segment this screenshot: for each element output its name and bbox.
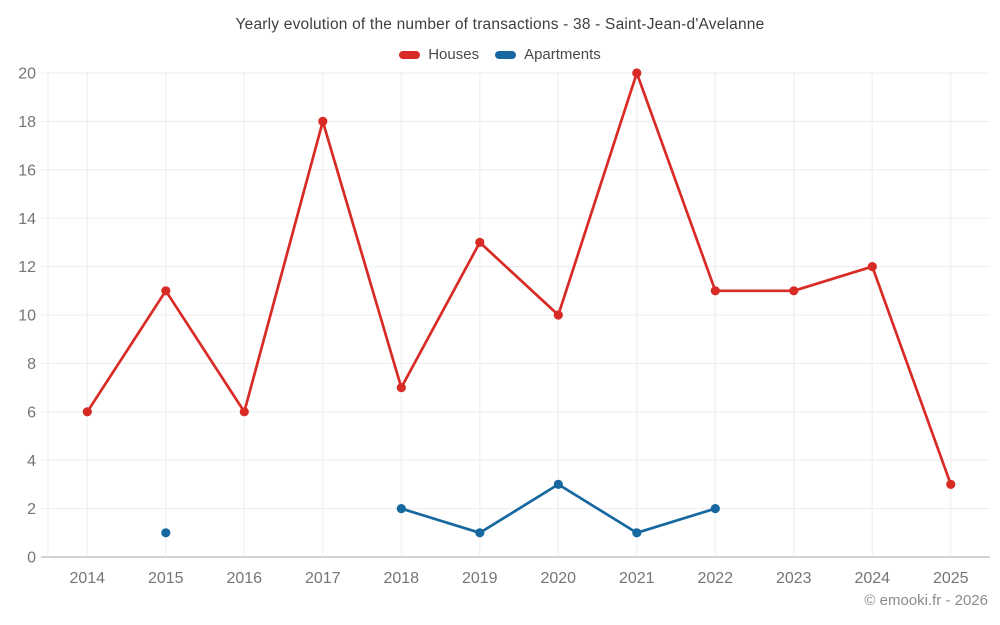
x-tick-label-2020: 2020 [540, 570, 576, 587]
y-tick-label-8: 8 [27, 356, 36, 373]
point-houses-2015 [161, 286, 171, 296]
point-houses-2024 [867, 262, 877, 272]
point-apartments-2019 [475, 528, 485, 538]
legend-item-houses[interactable]: Houses [399, 46, 479, 63]
point-houses-2023 [789, 286, 799, 296]
point-houses-2018 [396, 383, 406, 393]
apartments-series-swatch [495, 50, 517, 59]
point-houses-2020 [553, 310, 563, 320]
legend: Houses Apartments [0, 46, 1000, 63]
series-line-houses [85, 71, 953, 486]
x-tick-label-2014: 2014 [69, 570, 105, 587]
legend-item-apartments[interactable]: Apartments [495, 46, 601, 63]
point-houses-2014 [82, 407, 92, 417]
y-tick-label-4: 4 [27, 453, 36, 470]
legend-label-apartments: Apartments [524, 46, 601, 63]
y-tick-label-16: 16 [18, 162, 36, 179]
y-tick-label-12: 12 [18, 259, 36, 276]
x-tick-label-2024: 2024 [854, 570, 890, 587]
x-tick-label-2022: 2022 [697, 570, 733, 587]
x-tick-label-2021: 2021 [619, 570, 655, 587]
legend-label-houses: Houses [428, 46, 480, 63]
copyright: © emooki.fr - 2026 [864, 592, 988, 609]
point-houses-2017 [318, 116, 328, 126]
x-tick-label-2023: 2023 [776, 570, 812, 587]
point-apartments-2015 [161, 528, 171, 538]
y-tick-label-20: 20 [18, 66, 36, 83]
x-tick-label-2019: 2019 [462, 570, 498, 587]
x-tick-label-2016: 2016 [226, 570, 262, 587]
y-tick-label-0: 0 [27, 550, 36, 567]
point-houses-2016 [239, 407, 249, 417]
x-tick-label-2015: 2015 [148, 570, 184, 587]
y-tick-label-18: 18 [18, 114, 36, 131]
y-tick-label-2: 2 [27, 501, 36, 518]
point-apartments-2022 [710, 504, 720, 514]
point-houses-2021 [632, 68, 642, 78]
y-tick-label-6: 6 [27, 404, 36, 421]
x-tick-label-2025: 2025 [933, 570, 969, 587]
point-apartments-2021 [632, 528, 642, 538]
chart-title: Yearly evolution of the number of transa… [235, 16, 765, 33]
point-houses-2019 [475, 237, 485, 247]
y-tick-label-10: 10 [18, 308, 36, 325]
y-tick-label-14: 14 [18, 211, 36, 228]
point-apartments-2018 [396, 504, 406, 514]
point-houses-2022 [710, 286, 720, 296]
point-apartments-2020 [553, 479, 563, 489]
x-tick-label-2017: 2017 [305, 570, 341, 587]
houses-series-swatch [399, 50, 421, 59]
point-houses-2025 [946, 479, 956, 489]
x-tick-label-2018: 2018 [383, 570, 419, 587]
